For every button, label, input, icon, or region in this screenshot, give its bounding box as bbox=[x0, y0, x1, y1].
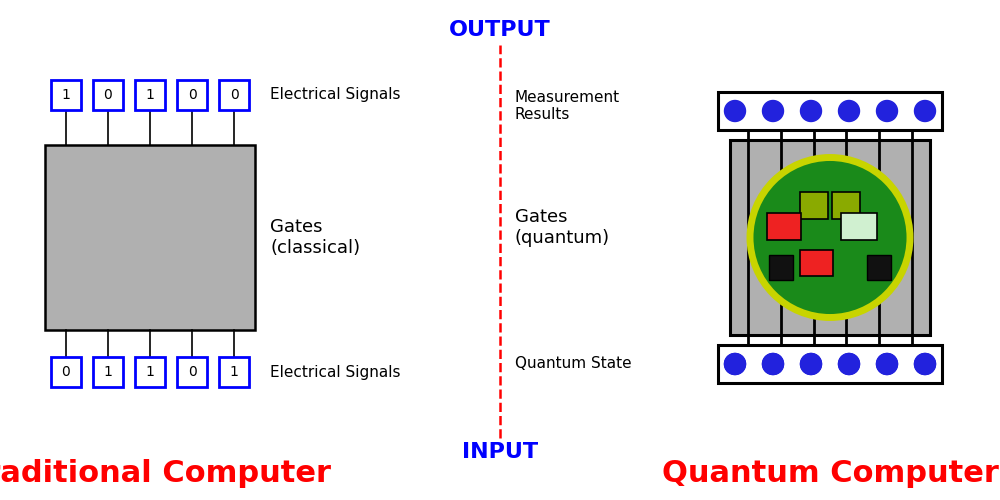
Circle shape bbox=[914, 354, 936, 374]
Bar bbox=[45, 145, 255, 330]
Bar bbox=[867, 256, 891, 280]
Text: 1: 1 bbox=[230, 365, 238, 379]
Bar bbox=[135, 357, 165, 387]
Bar bbox=[730, 140, 930, 335]
Circle shape bbox=[876, 354, 898, 374]
Bar bbox=[135, 80, 165, 110]
Circle shape bbox=[724, 100, 746, 121]
Bar bbox=[177, 357, 207, 387]
Circle shape bbox=[724, 354, 746, 374]
Circle shape bbox=[914, 100, 936, 121]
Circle shape bbox=[876, 100, 898, 121]
Text: 0: 0 bbox=[104, 88, 112, 102]
Circle shape bbox=[914, 354, 936, 374]
Bar bbox=[800, 250, 833, 276]
Bar bbox=[219, 357, 249, 387]
Bar bbox=[219, 80, 249, 110]
Text: 1: 1 bbox=[104, 365, 112, 379]
Circle shape bbox=[838, 354, 860, 374]
Bar bbox=[718, 92, 942, 130]
Text: 0: 0 bbox=[188, 365, 196, 379]
Bar bbox=[93, 80, 123, 110]
Text: Gates
(quantum): Gates (quantum) bbox=[515, 208, 610, 247]
Circle shape bbox=[763, 354, 784, 374]
Bar bbox=[718, 345, 942, 383]
Text: 1: 1 bbox=[146, 365, 154, 379]
Circle shape bbox=[800, 354, 822, 374]
Text: Gates
(classical): Gates (classical) bbox=[270, 218, 360, 257]
Bar bbox=[51, 357, 81, 387]
Circle shape bbox=[724, 354, 746, 374]
Text: Quantum State: Quantum State bbox=[515, 356, 632, 372]
Text: 1: 1 bbox=[146, 88, 154, 102]
Bar bbox=[832, 192, 860, 218]
Circle shape bbox=[763, 354, 784, 374]
Text: OUTPUT: OUTPUT bbox=[449, 20, 551, 40]
Text: Traditional Computer: Traditional Computer bbox=[0, 460, 332, 488]
Text: Measurement
Results: Measurement Results bbox=[515, 90, 620, 122]
Text: 0: 0 bbox=[62, 365, 70, 379]
Bar bbox=[93, 357, 123, 387]
Bar bbox=[800, 192, 828, 218]
Circle shape bbox=[750, 158, 910, 318]
Bar bbox=[767, 214, 801, 240]
Circle shape bbox=[838, 354, 860, 374]
Text: Electrical Signals: Electrical Signals bbox=[270, 364, 400, 380]
Circle shape bbox=[838, 100, 860, 121]
Text: 0: 0 bbox=[188, 88, 196, 102]
Circle shape bbox=[800, 100, 822, 121]
Text: 1: 1 bbox=[62, 88, 70, 102]
Text: Quantum Computer: Quantum Computer bbox=[662, 460, 998, 488]
Bar bbox=[51, 80, 81, 110]
Bar bbox=[769, 256, 793, 280]
Circle shape bbox=[800, 354, 822, 374]
Text: INPUT: INPUT bbox=[462, 442, 538, 462]
Bar bbox=[177, 80, 207, 110]
Circle shape bbox=[876, 354, 898, 374]
Text: Electrical Signals: Electrical Signals bbox=[270, 88, 400, 102]
Text: 0: 0 bbox=[230, 88, 238, 102]
Bar bbox=[841, 214, 877, 240]
Circle shape bbox=[763, 100, 784, 121]
